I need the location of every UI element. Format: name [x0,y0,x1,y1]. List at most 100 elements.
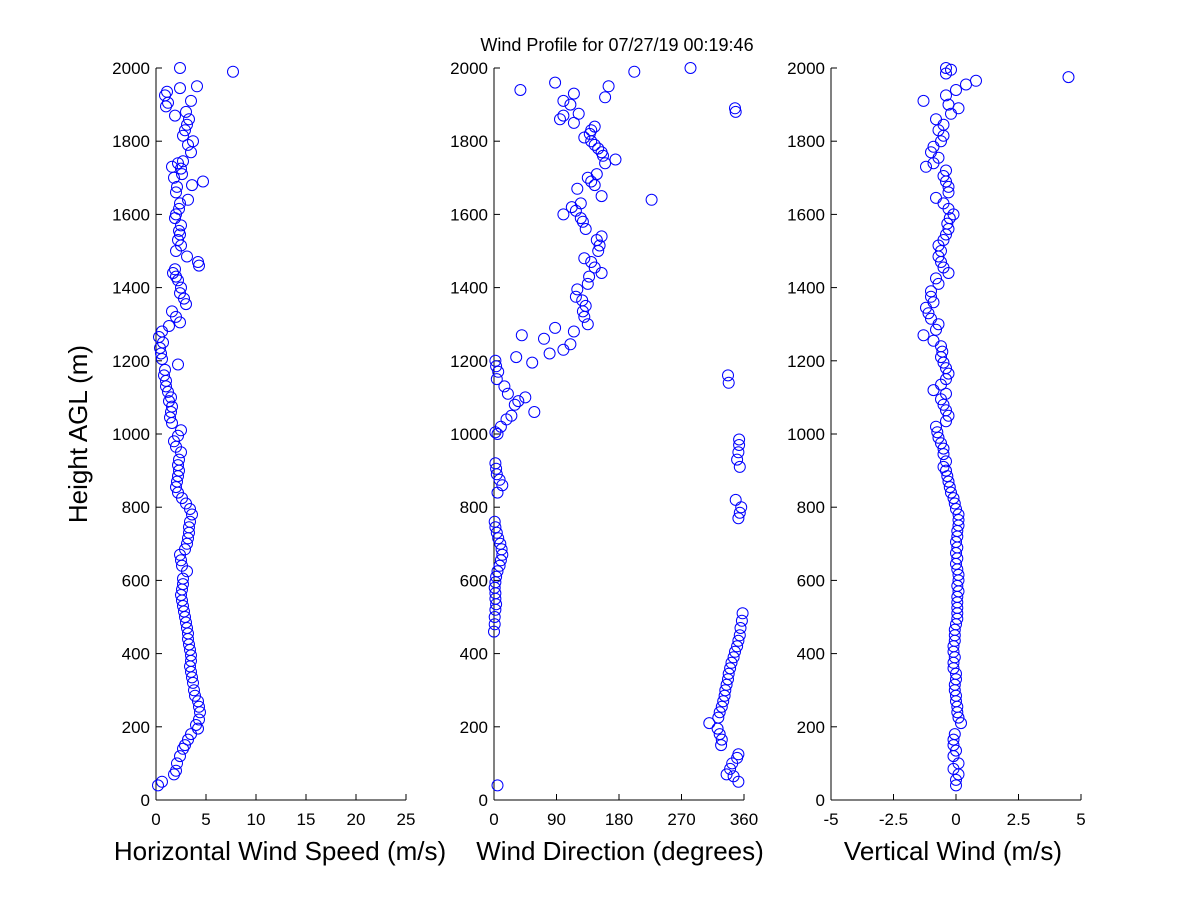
data-point-speed [163,320,175,332]
data-point-direction [733,629,746,642]
data-point-direction [488,625,500,638]
data-point-speed [181,118,193,131]
data-point-speed [159,363,171,376]
y-tick-label-speed: 800 [122,498,150,517]
data-point-speed [174,750,186,763]
x-tick-label-speed: 10 [247,810,266,829]
data-point-direction [489,354,502,367]
data-point-direction [599,157,612,170]
data-point-vertical [950,673,962,686]
x-tick-label-vertical: -2.5 [879,810,908,829]
data-point-vertical [932,277,945,290]
data-point-direction [571,182,584,195]
data-point-speed [161,85,173,98]
data-point-direction [491,779,504,792]
x-tick-label-direction: 0 [489,810,498,829]
data-point-direction [496,479,509,492]
data-point-speed [172,358,184,371]
y-tick-label-speed: 2000 [112,59,150,78]
data-point-direction [569,290,582,303]
data-point-speed [166,400,178,413]
data-point-direction [731,453,744,466]
data-point-vertical [947,492,960,505]
figure-title: Wind Profile for 07/27/19 00:19:46 [480,35,753,55]
panel-direction: 0 200 400 600 800 1000 1200 1400 1600 1800 2000 0 90… [450,59,764,866]
data-point-speed [172,459,184,472]
data-point-vertical [952,514,965,526]
data-point-vertical [942,180,955,193]
data-point-direction [581,318,594,331]
x-tick-label-vertical: 5 [1076,810,1085,829]
data-point-vertical [936,345,949,358]
data-point-vertical [917,94,930,107]
data-point-direction [715,733,728,746]
data-point-vertical [948,623,961,636]
data-point-direction [557,109,570,122]
data-point-direction [564,98,577,111]
data-point-direction [492,532,505,545]
data-point-speed [193,713,205,726]
data-point-speed [170,208,182,221]
y-tick-label-speed: 1000 [112,425,150,444]
data-point-direction [489,426,502,439]
y-tick-label-speed: 400 [122,645,150,664]
data-point-vertical [935,135,947,148]
x-tick-label-speed: 25 [397,810,416,829]
data-point-direction [593,239,606,252]
data-point-vertical [955,717,967,730]
data-point-direction [510,351,523,364]
data-point-vertical [940,362,952,375]
data-point-speed [173,202,185,215]
data-point-vertical [931,426,944,439]
data-point-direction [554,113,566,126]
data-point-vertical [942,475,955,488]
data-point-direction [595,190,608,203]
data-point-direction [491,565,504,578]
data-point-direction [733,439,746,451]
data-point-direction [724,762,737,775]
data-point-direction [571,283,584,296]
data-point-vertical [942,98,955,111]
data-point-vertical [937,398,950,411]
data-point-vertical [930,113,942,126]
data-point-vertical [947,733,960,746]
data-point-direction [557,208,570,221]
data-point-speed [193,700,205,713]
y-tick-label-direction: 1000 [450,425,488,444]
data-point-direction [602,80,615,93]
data-point-direction [490,570,503,583]
data-point-direction [576,215,589,228]
data-point-direction [729,645,741,658]
data-point-vertical [950,744,962,757]
data-point-speed [180,105,192,118]
data-point-speed [169,263,181,276]
data-point-speed [171,180,183,193]
data-point-direction [609,153,622,166]
data-point-direction [731,640,744,653]
data-point-direction [493,473,506,486]
x-tick-label-vertical: 0 [951,810,960,829]
data-point-speed [182,193,194,206]
data-point-speed [177,578,189,591]
data-point-direction [585,124,598,137]
data-point-speed [186,508,198,521]
y-tick-label-speed: 1800 [112,132,150,151]
data-point-direction [588,120,601,133]
panel-vertical: 0 200 400 600 800 1000 1200 1400 1600 1800 2000 -5 -… [787,59,1086,866]
data-point-speed [170,764,182,777]
data-point-speed [172,234,184,246]
data-point-speed [173,224,185,237]
data-point-direction [722,376,735,389]
x-axis-title-direction: Wind Direction (degrees) [476,836,764,866]
data-point-direction [526,356,539,369]
data-point-direction [725,656,738,669]
y-tick-label-speed: 200 [122,718,150,737]
data-point-direction [733,433,746,446]
data-point-speed [179,124,191,137]
data-point-vertical [942,409,955,422]
y-tick-label-direction: 2000 [450,59,488,78]
data-point-speed [158,369,170,382]
data-point-vertical [940,455,952,468]
